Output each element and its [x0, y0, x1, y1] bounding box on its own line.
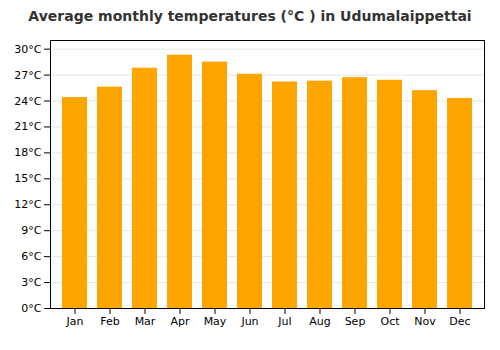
svg-text:May: May [204, 315, 227, 328]
svg-text:Mar: Mar [135, 315, 156, 328]
svg-text:Nov: Nov [414, 315, 436, 328]
svg-text:3°C: 3°C [21, 276, 41, 289]
svg-text:15°C: 15°C [14, 172, 41, 185]
svg-text:6°C: 6°C [21, 250, 41, 263]
svg-text:Jul: Jul [277, 315, 291, 328]
svg-text:Aug: Aug [309, 315, 330, 328]
svg-text:Jun: Jun [240, 315, 258, 328]
svg-text:27°C: 27°C [14, 69, 41, 82]
svg-text:Feb: Feb [100, 315, 119, 328]
svg-text:9°C: 9°C [21, 224, 41, 237]
svg-text:Apr: Apr [170, 315, 190, 328]
html-text:Average monthly temperatures (: Average monthly temperatures (°C ) in Ud… [28, 8, 472, 24]
svg-text:0°C: 0°C [21, 302, 41, 315]
svg-text:18°C: 18°C [14, 146, 41, 159]
svg-text:12°C: 12°C [14, 198, 41, 211]
svg-text:Dec: Dec [449, 315, 470, 328]
svg-text:24°C: 24°C [14, 95, 41, 108]
svg-text:Sep: Sep [345, 315, 366, 328]
svg-text:21°C: 21°C [14, 120, 41, 133]
svg-text:30°C: 30°C [14, 43, 41, 56]
svg-text:Oct: Oct [380, 315, 400, 328]
svg-text:Jan: Jan [66, 315, 84, 328]
